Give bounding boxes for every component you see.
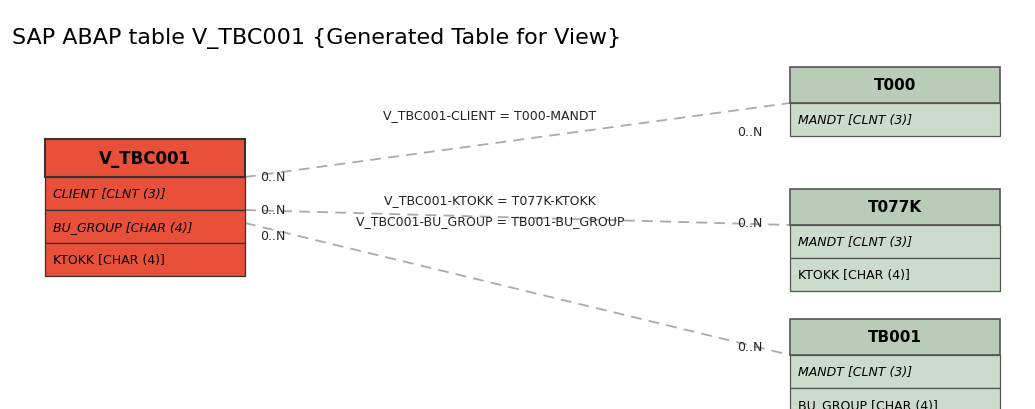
Text: V_TBC001-CLIENT = T000-MANDT: V_TBC001-CLIENT = T000-MANDT — [383, 109, 596, 122]
Bar — [790, 388, 1000, 409]
Text: MANDT [CLNT (3)]: MANDT [CLNT (3)] — [798, 114, 912, 127]
Text: CLIENT [CLNT (3)]: CLIENT [CLNT (3)] — [53, 188, 166, 200]
Text: BU_GROUP [CHAR (4)]: BU_GROUP [CHAR (4)] — [798, 398, 938, 409]
Text: MANDT [CLNT (3)]: MANDT [CLNT (3)] — [798, 236, 912, 248]
Text: T000: T000 — [874, 78, 916, 93]
Bar — [45, 211, 245, 243]
Bar — [790, 189, 1000, 225]
Text: KTOKK [CHAR (4)]: KTOKK [CHAR (4)] — [53, 254, 165, 266]
Text: 0..N: 0..N — [260, 204, 286, 217]
Text: T077K: T077K — [868, 200, 922, 215]
Text: KTOKK [CHAR (4)]: KTOKK [CHAR (4)] — [798, 268, 910, 281]
Bar — [790, 319, 1000, 355]
Text: BU_GROUP [CHAR (4)]: BU_GROUP [CHAR (4)] — [53, 220, 193, 234]
Bar — [45, 139, 245, 178]
Bar — [45, 178, 245, 211]
Text: V_TBC001: V_TBC001 — [99, 150, 191, 168]
Text: 0..N: 0..N — [737, 126, 762, 139]
Text: V_TBC001-BU_GROUP = TB001-BU_GROUP: V_TBC001-BU_GROUP = TB001-BU_GROUP — [356, 214, 624, 227]
Text: TB001: TB001 — [868, 330, 922, 345]
Text: MANDT [CLNT (3)]: MANDT [CLNT (3)] — [798, 365, 912, 378]
Text: SAP ABAP table V_TBC001 {Generated Table for View}: SAP ABAP table V_TBC001 {Generated Table… — [12, 28, 621, 49]
Bar — [790, 258, 1000, 291]
Text: 0..N: 0..N — [260, 230, 286, 243]
Bar — [790, 225, 1000, 258]
Bar — [790, 68, 1000, 104]
Bar — [790, 104, 1000, 137]
Text: 0..N: 0..N — [737, 217, 762, 230]
Text: V_TBC001-KTOKK = T077K-KTOKK: V_TBC001-KTOKK = T077K-KTOKK — [384, 193, 596, 207]
Bar — [45, 243, 245, 276]
Text: 0..N: 0..N — [260, 171, 286, 184]
Bar — [790, 355, 1000, 388]
Text: 0..N: 0..N — [737, 341, 762, 354]
